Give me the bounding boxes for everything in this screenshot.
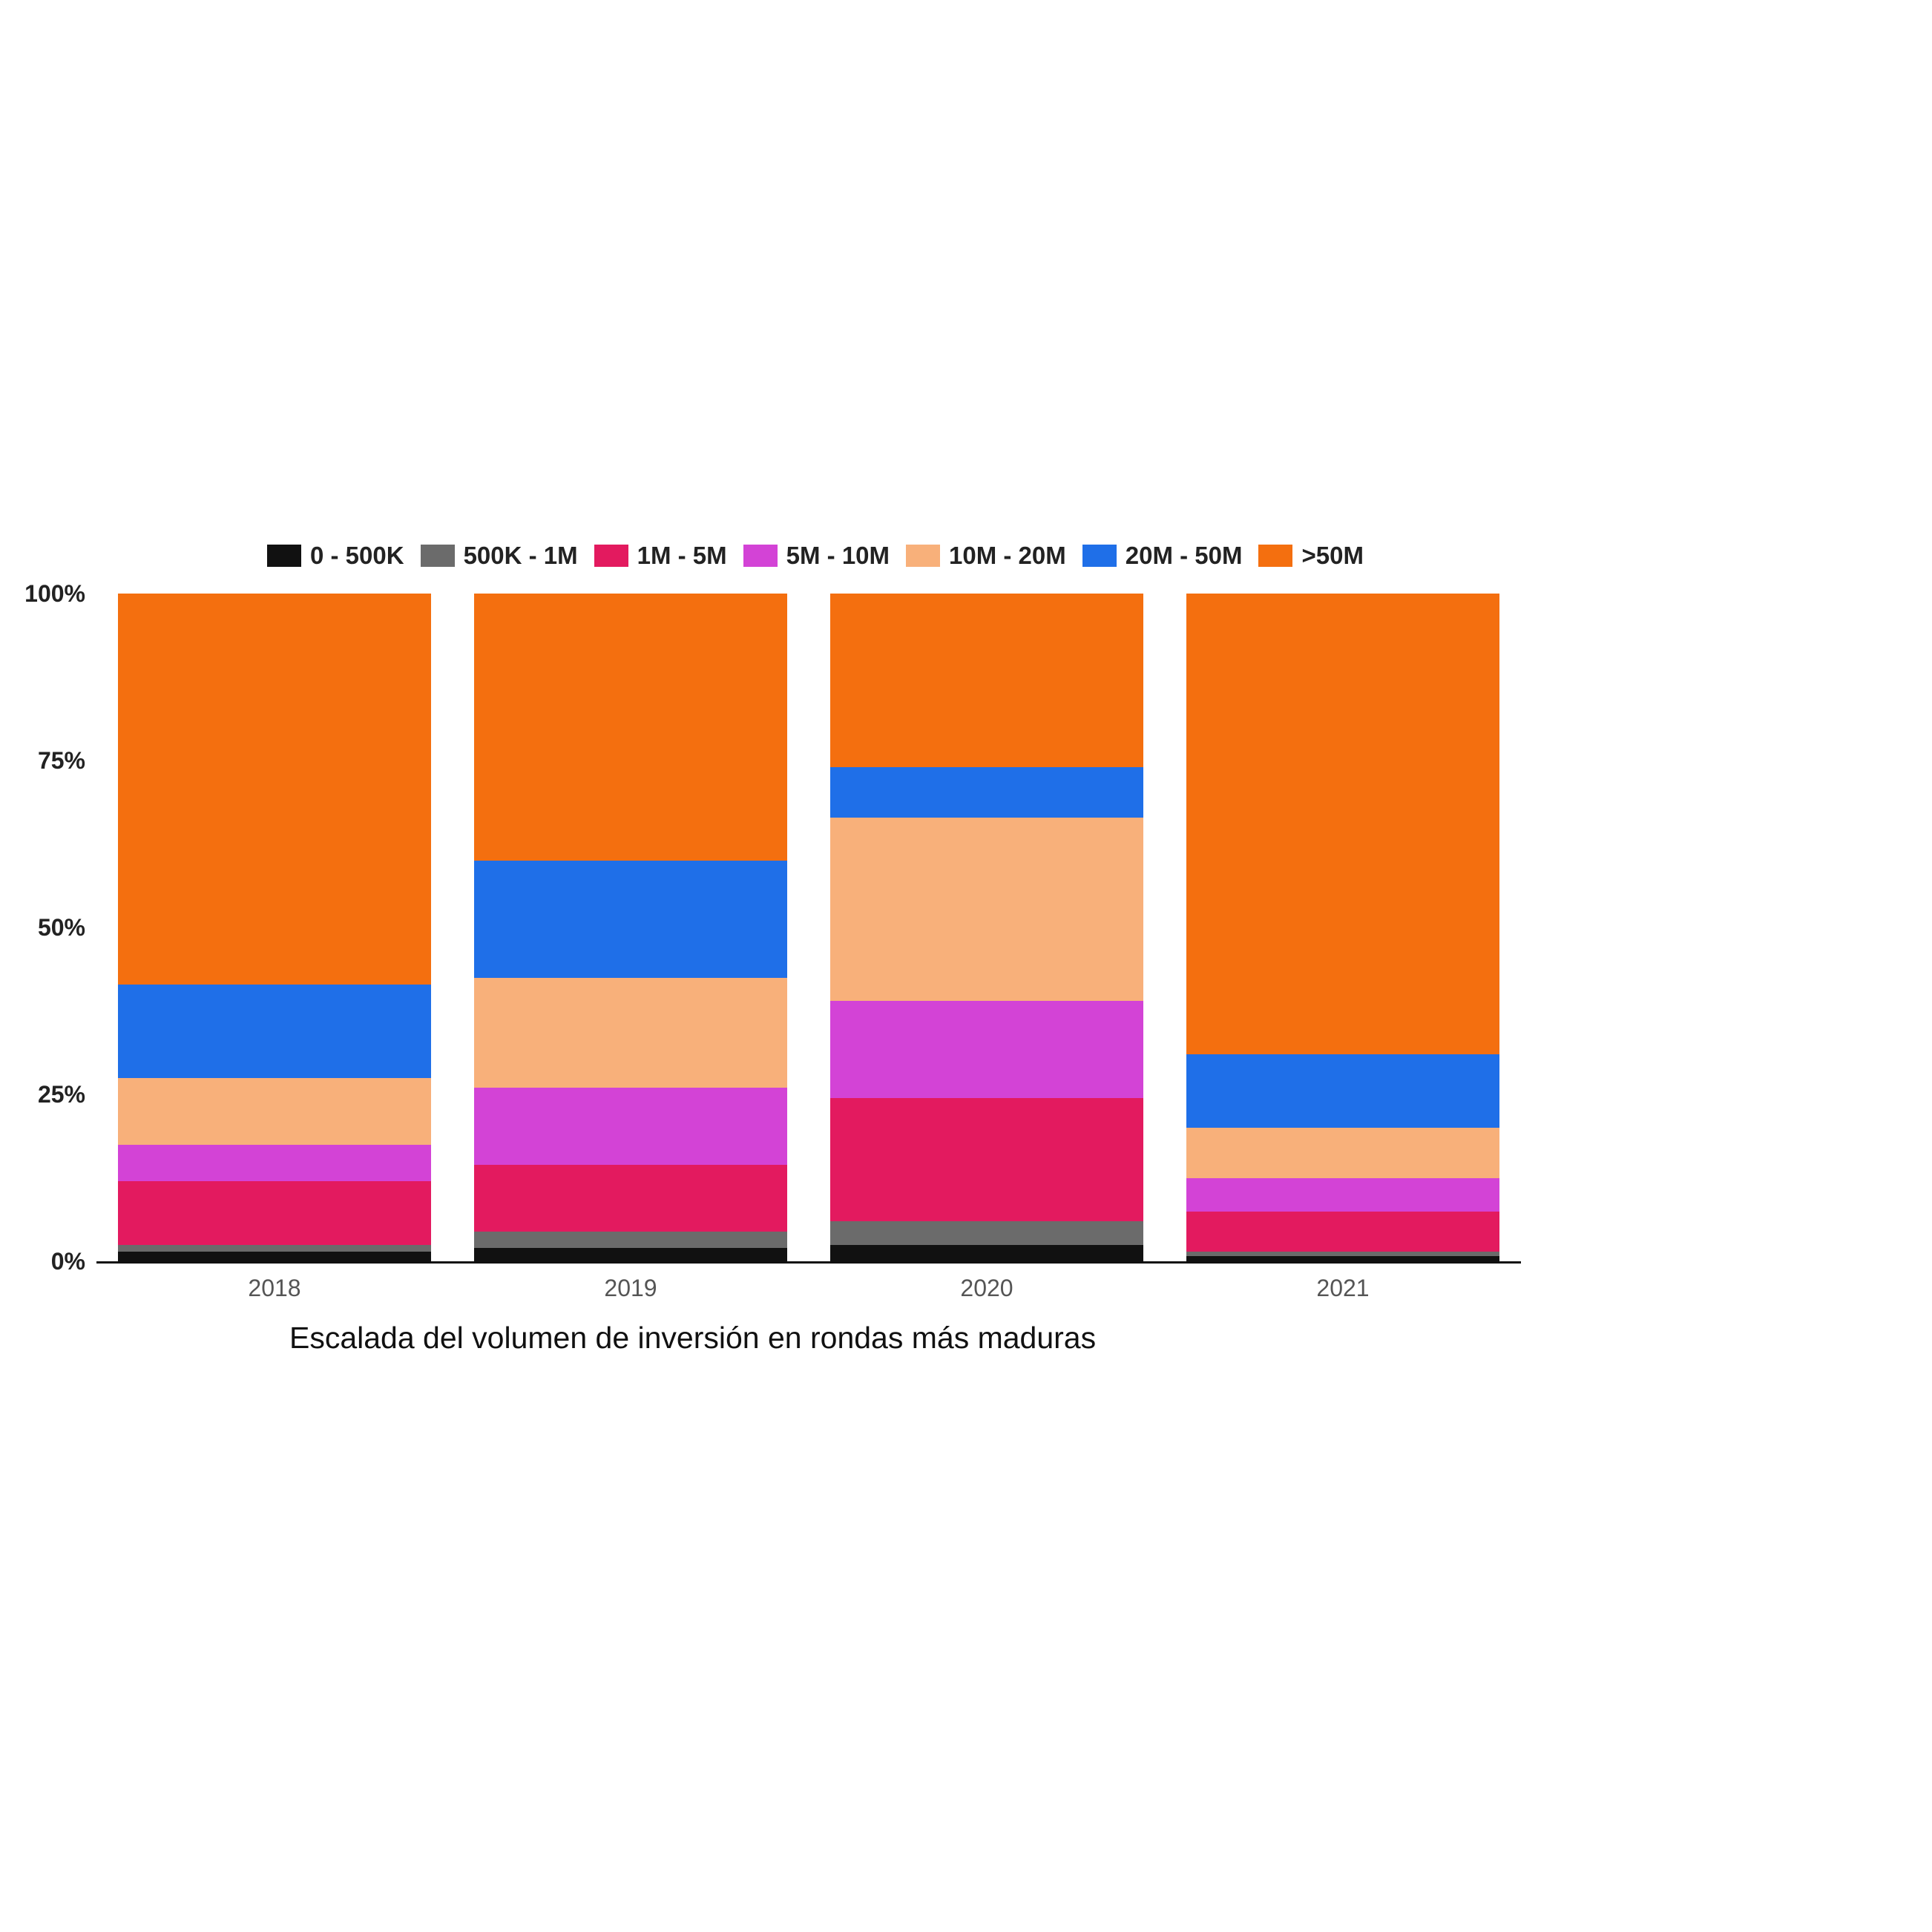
legend-item: 5M - 10M [743, 542, 890, 570]
stacked-bar [118, 594, 431, 1261]
y-axis-tick: 75% [4, 747, 85, 775]
y-axis-tick: 50% [4, 914, 85, 942]
legend-swatch [1258, 545, 1292, 567]
bar-segment [118, 1181, 431, 1245]
x-axis-tick: 2021 [1269, 1275, 1417, 1302]
bar-segment [474, 594, 787, 861]
legend-label: 0 - 500K [310, 542, 404, 570]
legend-swatch [421, 545, 455, 567]
bar-segment [830, 1245, 1143, 1262]
legend-item: >50M [1258, 542, 1363, 570]
legend-label: 1M - 5M [637, 542, 727, 570]
bar-segment [830, 818, 1143, 1002]
legend-swatch [743, 545, 778, 567]
bar-segment [474, 861, 787, 978]
legend-swatch [906, 545, 940, 567]
legend-label: >50M [1301, 542, 1363, 570]
chart-legend: 0 - 500K 500K - 1M 1M - 5M 5M - 10M 10M - 20… [267, 542, 1364, 570]
stacked-bar [474, 594, 787, 1261]
bar-segment [474, 1165, 787, 1232]
chart-caption: Escalada del volumen de inversión en ron… [289, 1321, 1096, 1356]
legend-label: 5M - 10M [786, 542, 890, 570]
y-axis-tick: 25% [4, 1081, 85, 1108]
legend-label: 10M - 20M [949, 542, 1066, 570]
bar-segment [474, 1232, 787, 1249]
y-axis-tick: 0% [4, 1248, 85, 1275]
legend-label: 500K - 1M [464, 542, 578, 570]
legend-swatch [594, 545, 628, 567]
bar-segment [118, 1245, 431, 1252]
bar-segment [1186, 1252, 1499, 1256]
legend-item: 1M - 5M [594, 542, 727, 570]
y-axis-tick: 100% [4, 580, 85, 608]
legend-item: 0 - 500K [267, 542, 404, 570]
bar-segment [830, 1001, 1143, 1098]
x-axis-tick: 2018 [200, 1275, 349, 1302]
bar-segment [1186, 1128, 1499, 1178]
bar-segment [830, 767, 1143, 818]
bar-segment [474, 1248, 787, 1261]
x-axis-tick: 2019 [556, 1275, 705, 1302]
legend-item: 10M - 20M [906, 542, 1066, 570]
legend-label: 20M - 50M [1126, 542, 1243, 570]
bar-segment [830, 1098, 1143, 1222]
bar-segment [830, 594, 1143, 767]
bar-segment [118, 594, 431, 985]
bar-segment [474, 978, 787, 1088]
bar-segment [1186, 1212, 1499, 1252]
bar-segment [474, 1088, 787, 1165]
bar-segment [118, 1078, 431, 1145]
stacked-bar [1186, 594, 1499, 1261]
bar-segment [1186, 594, 1499, 1054]
x-axis-tick: 2020 [913, 1275, 1061, 1302]
bar-segment [118, 1145, 431, 1182]
legend-item: 500K - 1M [421, 542, 578, 570]
bar-segment [1186, 1178, 1499, 1212]
legend-item: 20M - 50M [1082, 542, 1243, 570]
bar-segment [830, 1221, 1143, 1245]
legend-swatch [267, 545, 301, 567]
x-axis-line [96, 1261, 1521, 1264]
legend-swatch [1082, 545, 1117, 567]
stacked-bar [830, 594, 1143, 1261]
bar-segment [1186, 1256, 1499, 1261]
bar-segment [1186, 1054, 1499, 1128]
bar-segment [118, 1252, 431, 1262]
bar-segment [118, 985, 431, 1078]
